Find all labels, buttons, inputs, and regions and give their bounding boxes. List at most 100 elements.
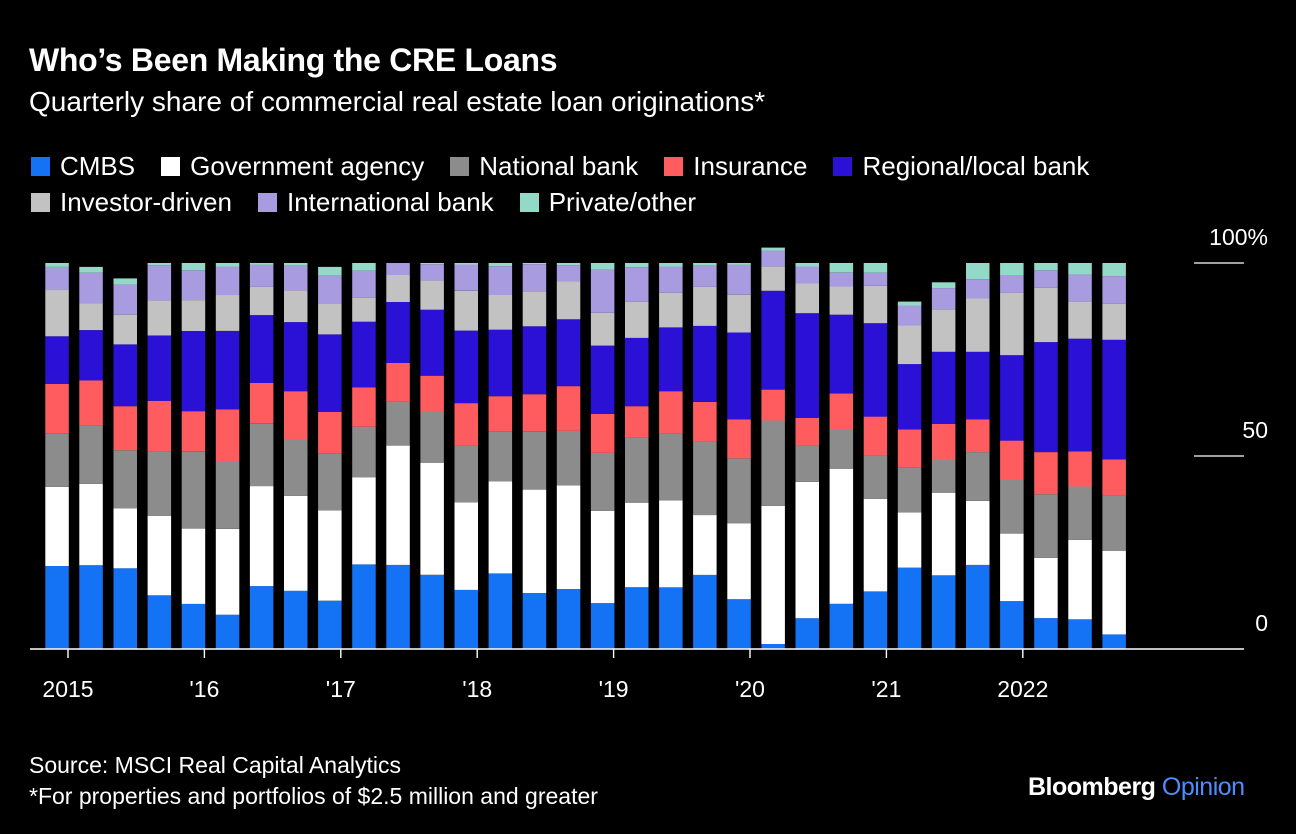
bar-segment — [897, 301, 922, 306]
bar-segment — [1102, 339, 1126, 460]
bar-segment — [420, 462, 444, 575]
bar-segment — [318, 453, 342, 511]
bar-segment — [931, 282, 956, 289]
bar-segment — [659, 263, 683, 267]
bar-segment — [113, 284, 137, 315]
bar-segment — [45, 566, 69, 649]
bar-segment — [761, 420, 785, 506]
bar-segment — [488, 431, 513, 482]
bar-segment — [761, 250, 785, 267]
bar-segment — [147, 451, 172, 516]
bar-segment — [181, 263, 206, 271]
bar-segment — [522, 264, 547, 292]
bar-segment — [556, 386, 581, 431]
bar-segment — [181, 603, 206, 649]
bar-segment — [727, 264, 751, 295]
bar-segment — [386, 275, 410, 302]
bar-segment — [795, 266, 819, 284]
bar-segment — [590, 413, 615, 453]
chart-legend: CMBS Government agency National bank Insura… — [31, 148, 1251, 220]
bar-segment — [249, 586, 274, 649]
y-tick-label: 100% — [1209, 224, 1268, 250]
bar-segment — [693, 286, 717, 326]
bar-segment — [181, 330, 206, 412]
legend-row: Investor-driven International bank Private… — [31, 184, 1251, 220]
bar-segment — [284, 439, 308, 496]
bar-segment — [1000, 275, 1024, 293]
bar-segment — [386, 445, 410, 565]
bar-segment — [556, 281, 581, 320]
bar-segment — [284, 322, 308, 392]
bar-segment — [1102, 263, 1126, 277]
chart-subtitle: Quarterly share of commercial real estat… — [29, 86, 766, 117]
bar-segment — [79, 272, 103, 304]
bar-segment — [931, 309, 956, 352]
bar-segment — [352, 270, 376, 298]
bar-segment — [420, 263, 444, 265]
bar-segment — [966, 564, 990, 649]
bar-segment — [1000, 479, 1024, 534]
bar-segment — [215, 409, 240, 461]
bar-segment — [829, 272, 854, 287]
bar-segment — [249, 423, 274, 487]
bar-segment — [249, 315, 274, 383]
bar-segment — [829, 603, 854, 649]
legend-swatch — [161, 156, 181, 176]
bar-segment — [181, 451, 206, 529]
bar-segment — [318, 412, 342, 454]
legend-item: Government agency — [161, 151, 424, 182]
bar-segment — [1102, 551, 1126, 635]
bar-segment — [795, 481, 819, 619]
bar-segment — [1068, 619, 1092, 649]
bar-segment — [215, 529, 240, 615]
bar-segment — [147, 300, 172, 336]
legend-row: CMBS Government agency National bank Insura… — [31, 148, 1251, 184]
bar-segment — [590, 510, 615, 604]
bar-segment — [147, 400, 172, 452]
bar-segment — [113, 278, 137, 285]
bar-segment — [1068, 338, 1092, 452]
bar-segment — [522, 489, 547, 593]
bar-segment — [147, 515, 172, 596]
legend-label: Investor-driven — [60, 186, 232, 217]
bar-segment — [761, 644, 785, 649]
bar-segment — [829, 263, 854, 273]
bar-segment — [1034, 342, 1058, 453]
bar-segment — [215, 295, 240, 331]
bar-segment — [488, 481, 513, 574]
bar-segment — [863, 272, 888, 286]
bar-segment — [727, 263, 751, 265]
bar-segment — [318, 266, 342, 276]
bar-segment — [659, 292, 683, 328]
bar-segment — [352, 477, 376, 565]
bar-segment — [454, 263, 478, 265]
bar-segment — [181, 300, 206, 331]
bar-segment — [215, 461, 240, 529]
bar-segment — [1068, 539, 1092, 620]
bar-segment — [795, 618, 819, 649]
bar-segment — [386, 302, 410, 363]
bar-segment — [1068, 274, 1092, 302]
bar-segment — [795, 283, 819, 314]
footnote: *For properties and portfolios of $2.5 m… — [29, 783, 598, 809]
bar-segment — [147, 263, 172, 266]
bar-segment — [420, 375, 444, 412]
bar-segment — [522, 263, 547, 265]
bar-segment — [897, 325, 922, 365]
bar-segment — [863, 263, 888, 273]
bar-segment — [1000, 440, 1024, 480]
legend-swatch — [450, 156, 470, 176]
bar-segment — [931, 351, 956, 424]
bar-segment — [215, 330, 240, 410]
bar-segment — [693, 402, 717, 442]
x-tick-label: '17 — [326, 676, 356, 702]
bar-segment — [795, 263, 819, 267]
bar-segment — [556, 430, 581, 486]
bar-segment — [1034, 557, 1058, 619]
bar-segment — [420, 574, 444, 649]
bar-segment — [113, 450, 137, 509]
bar-segment — [829, 393, 854, 429]
bar-segment — [556, 485, 581, 590]
bar-segment — [863, 416, 888, 456]
